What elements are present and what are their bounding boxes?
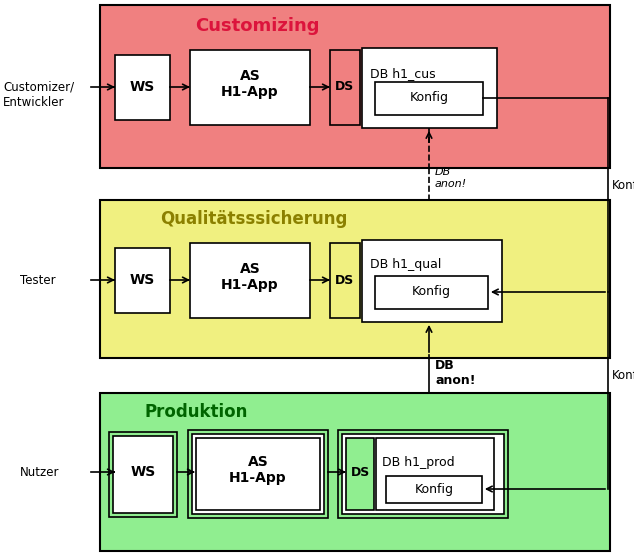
Text: Nutzer: Nutzer bbox=[20, 465, 60, 479]
Text: DB
anon!: DB anon! bbox=[435, 359, 476, 387]
Bar bbox=[362, 48, 497, 128]
Bar bbox=[376, 438, 494, 510]
Text: DS: DS bbox=[351, 465, 370, 479]
Bar bbox=[113, 436, 173, 513]
Text: DB h1_qual: DB h1_qual bbox=[370, 258, 441, 271]
Bar bbox=[100, 5, 610, 168]
Bar bbox=[330, 243, 360, 318]
Text: Produktion: Produktion bbox=[145, 403, 249, 421]
Bar bbox=[190, 50, 310, 125]
Text: Customizing: Customizing bbox=[195, 17, 320, 35]
Bar bbox=[386, 476, 482, 503]
Text: Qualitätsssicherung: Qualitätsssicherung bbox=[160, 210, 347, 228]
Bar bbox=[362, 240, 502, 322]
Text: AS
H1-App: AS H1-App bbox=[221, 262, 279, 292]
Text: Konfig: Konfig bbox=[612, 179, 634, 191]
Text: AS
H1-App: AS H1-App bbox=[229, 455, 287, 485]
Text: DS: DS bbox=[335, 273, 354, 286]
Text: WS: WS bbox=[129, 273, 155, 287]
Bar bbox=[192, 434, 324, 514]
Text: WS: WS bbox=[129, 80, 155, 94]
Bar bbox=[190, 243, 310, 318]
Bar bbox=[109, 432, 177, 517]
Text: DB h1_prod: DB h1_prod bbox=[382, 456, 455, 469]
Text: WS: WS bbox=[131, 465, 155, 479]
Text: Konfig: Konfig bbox=[411, 286, 451, 299]
Text: Customizer/
Entwickler: Customizer/ Entwickler bbox=[3, 81, 74, 109]
Bar bbox=[375, 82, 483, 115]
Bar bbox=[196, 438, 320, 510]
Bar bbox=[115, 248, 170, 313]
Bar bbox=[375, 276, 488, 309]
Bar bbox=[188, 430, 328, 518]
Bar bbox=[100, 200, 610, 358]
Text: Konfig: Konfig bbox=[415, 483, 453, 496]
Text: Tester: Tester bbox=[20, 273, 56, 286]
Text: Konfig: Konfig bbox=[612, 368, 634, 382]
Text: DS: DS bbox=[335, 80, 354, 94]
Bar bbox=[330, 50, 360, 125]
Bar bbox=[342, 434, 504, 514]
Bar bbox=[115, 55, 170, 120]
Bar bbox=[100, 393, 610, 551]
Bar bbox=[346, 438, 374, 510]
Bar bbox=[338, 430, 508, 518]
Text: DB
anon!: DB anon! bbox=[435, 167, 467, 189]
Text: Konfig: Konfig bbox=[410, 92, 448, 104]
Text: AS
H1-App: AS H1-App bbox=[221, 69, 279, 99]
Text: DB h1_cus: DB h1_cus bbox=[370, 67, 436, 80]
